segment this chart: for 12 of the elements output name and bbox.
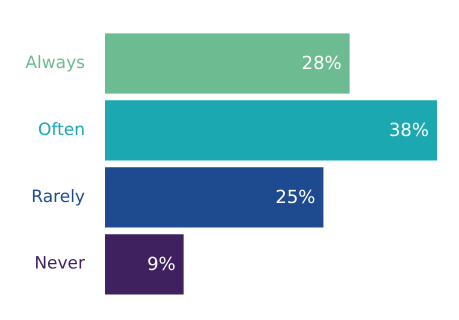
data-label: 25% <box>275 187 316 208</box>
y-tick-label: Often <box>38 120 85 140</box>
y-tick-label: Never <box>34 254 86 274</box>
data-label: 38% <box>388 120 429 142</box>
bar <box>105 100 437 161</box>
bar <box>105 234 184 294</box>
y-tick-label: Rarely <box>31 186 85 207</box>
y-tick-label: Always <box>25 52 86 73</box>
bar <box>105 167 324 228</box>
data-label: 28% <box>302 53 342 74</box>
data-label: 9% <box>147 254 176 275</box>
bar <box>105 33 350 94</box>
